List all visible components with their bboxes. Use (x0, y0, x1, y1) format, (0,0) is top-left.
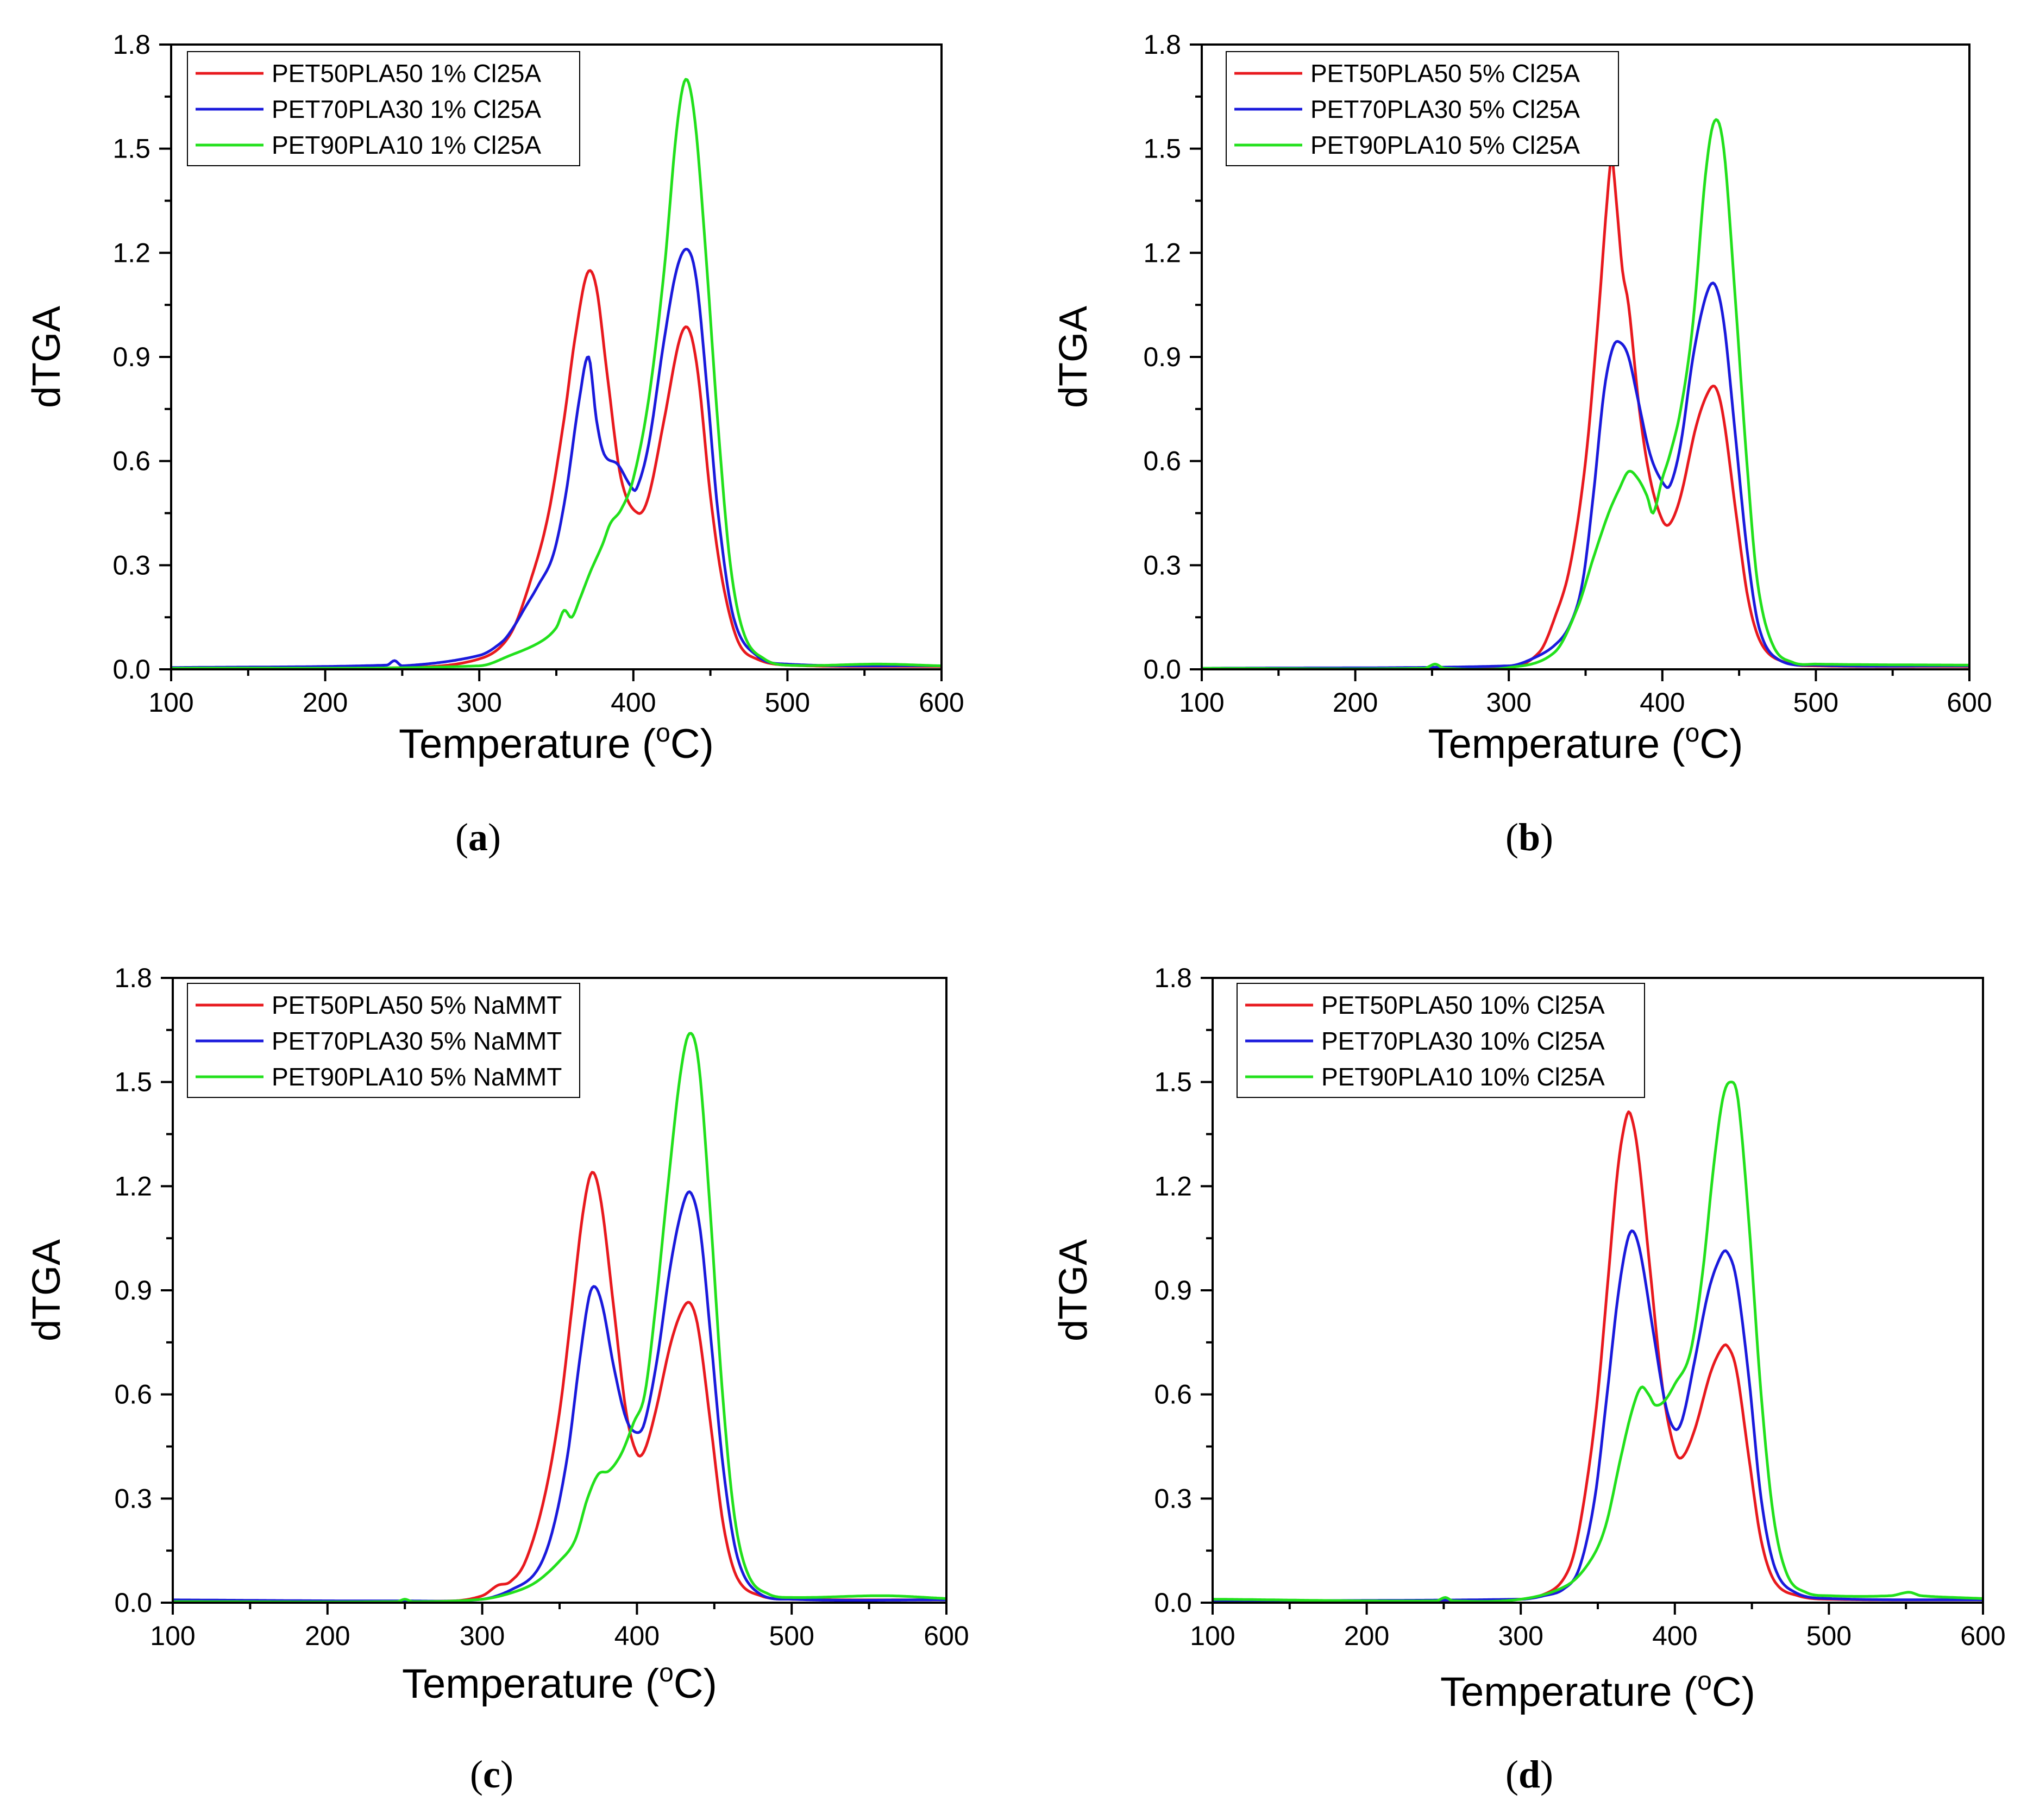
x-tick-label: 300 (1486, 687, 1531, 718)
x-tick-label: 300 (460, 1621, 505, 1651)
legend-entry: PET50PLA50 10% Cl25A (1321, 991, 1605, 1019)
x-tick-label: 200 (305, 1621, 350, 1651)
y-tick-label: 0.6 (1143, 446, 1181, 476)
x-tick-label: 100 (150, 1621, 195, 1651)
legend-entry: PET90PLA10 5% Cl25A (1310, 131, 1580, 159)
y-tick-label: 0.0 (112, 654, 150, 685)
x-axis-label: Temperature (oC) (1440, 1667, 1755, 1715)
y-tick-label: 0.9 (114, 1275, 152, 1306)
legend-entry: PET50PLA50 5% NaMMT (272, 991, 562, 1019)
x-tick-label: 200 (1344, 1621, 1389, 1651)
panel-label: (d) (1505, 1753, 1553, 1796)
y-tick-label: 0.6 (112, 446, 150, 476)
legend-entry: PET90PLA10 1% Cl25A (272, 131, 541, 159)
legend-entry: PET70PLA30 5% NaMMT (272, 1027, 562, 1055)
x-tick-label: 500 (769, 1621, 814, 1651)
x-axis-label: Temperature (oC) (1428, 719, 1743, 767)
x-tick-label: 600 (1947, 687, 1992, 718)
legend-entry: PET90PLA10 5% NaMMT (272, 1063, 562, 1091)
y-tick-label: 0.0 (1154, 1587, 1192, 1618)
y-tick-label: 1.2 (114, 1171, 152, 1201)
x-tick-label: 400 (614, 1621, 660, 1651)
panel-label: (a) (455, 815, 501, 859)
x-tick-label: 400 (611, 687, 656, 718)
y-tick-label: 0.3 (1154, 1483, 1192, 1514)
y-tick-label: 1.5 (1143, 134, 1181, 164)
chart-panel-c: 0.0 0.3 0.6 0.9 1.2 1.5 1.8 100 200 300 400 500 600 d… (25, 963, 969, 1796)
y-tick-label: 0.3 (112, 550, 150, 580)
y-axis-label: dTGA (25, 306, 68, 408)
y-tick-label: 0.3 (1143, 550, 1181, 580)
y-tick-label: 1.8 (112, 29, 150, 60)
legend-entry: PET70PLA30 10% Cl25A (1321, 1027, 1605, 1055)
x-tick-label: 400 (1652, 1621, 1697, 1651)
x-tick-label: 200 (303, 687, 348, 718)
y-tick-label: 1.5 (114, 1067, 152, 1097)
y-tick-label: 0.0 (1143, 654, 1181, 685)
x-tick-label: 100 (148, 687, 193, 718)
panel-label: (c) (470, 1753, 513, 1796)
legend-entry: PET70PLA30 1% Cl25A (272, 95, 541, 123)
x-tick-label: 100 (1179, 687, 1224, 718)
y-axis-label: dTGA (1052, 306, 1095, 408)
y-tick-label: 0.9 (1143, 342, 1181, 372)
chart-panel-d: 0.0 0.3 0.6 0.9 1.2 1.5 1.8 100 200 300 400 500 600 d… (1052, 963, 2006, 1796)
y-tick-label: 1.2 (112, 237, 150, 268)
x-axis-label: Temperature (oC) (399, 719, 714, 767)
x-axis-label: Temperature (oC) (402, 1659, 717, 1707)
y-tick-label: 1.2 (1143, 237, 1181, 268)
x-tick-label: 500 (1793, 687, 1838, 718)
panel-label: (b) (1505, 815, 1553, 859)
y-tick-label: 0.9 (112, 342, 150, 372)
y-axis-label: dTGA (1052, 1239, 1095, 1341)
y-axis-label: dTGA (25, 1239, 68, 1341)
x-tick-label: 100 (1190, 1621, 1235, 1651)
y-tick-label: 0.6 (1154, 1379, 1192, 1410)
series-line-3 (1213, 1081, 1983, 1603)
x-tick-label: 200 (1333, 687, 1378, 718)
x-tick-label: 300 (456, 687, 501, 718)
x-tick-label: 600 (919, 687, 964, 718)
x-tick-label: 500 (765, 687, 810, 718)
legend-entry: PET50PLA50 5% Cl25A (1310, 59, 1580, 87)
y-tick-label: 1.8 (1143, 29, 1181, 60)
y-tick-label: 0.3 (114, 1483, 152, 1514)
x-tick-label: 600 (924, 1621, 969, 1651)
x-tick-label: 400 (1640, 687, 1685, 718)
y-tick-label: 1.8 (1154, 963, 1192, 993)
legend-entry: PET90PLA10 10% Cl25A (1321, 1063, 1605, 1091)
legend-entry: PET50PLA50 1% Cl25A (272, 59, 541, 87)
y-tick-label: 0.9 (1154, 1275, 1192, 1306)
y-tick-label: 0.0 (114, 1587, 152, 1618)
x-tick-label: 300 (1498, 1621, 1543, 1651)
y-tick-label: 1.5 (1154, 1067, 1192, 1097)
x-tick-label: 600 (1960, 1621, 2005, 1651)
chart-panel-b: 0.0 0.3 0.6 0.9 1.2 1.5 1.8 100 200 300 400 500 600 d… (1052, 29, 1992, 859)
y-tick-label: 1.5 (112, 134, 150, 164)
y-tick-label: 1.2 (1154, 1171, 1192, 1201)
x-tick-label: 500 (1806, 1621, 1852, 1651)
chart-panel-a: 0.0 0.3 0.6 0.9 1.2 1.5 1.8 100 200 300 400 500 600 d… (25, 29, 964, 859)
legend-entry: PET70PLA30 5% Cl25A (1310, 95, 1580, 123)
series-line-3 (171, 78, 942, 669)
y-tick-label: 0.6 (114, 1379, 152, 1410)
y-tick-label: 1.8 (114, 963, 152, 993)
